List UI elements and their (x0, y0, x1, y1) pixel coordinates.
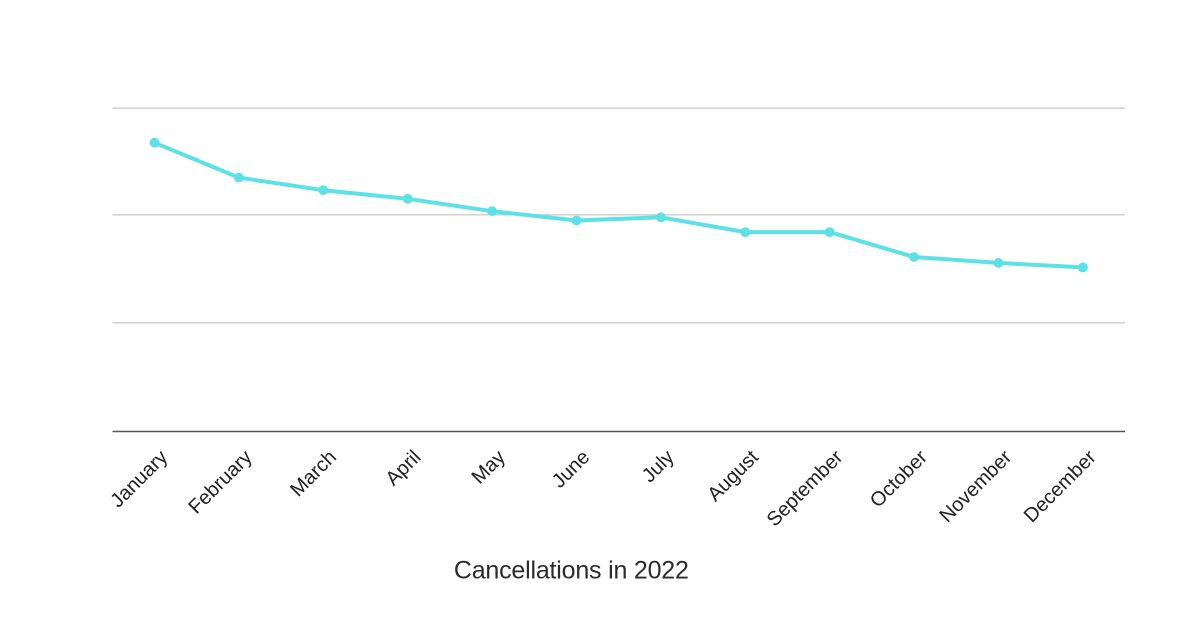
svg-text:Cancellations in 2022: Cancellations in 2022 (454, 557, 689, 585)
